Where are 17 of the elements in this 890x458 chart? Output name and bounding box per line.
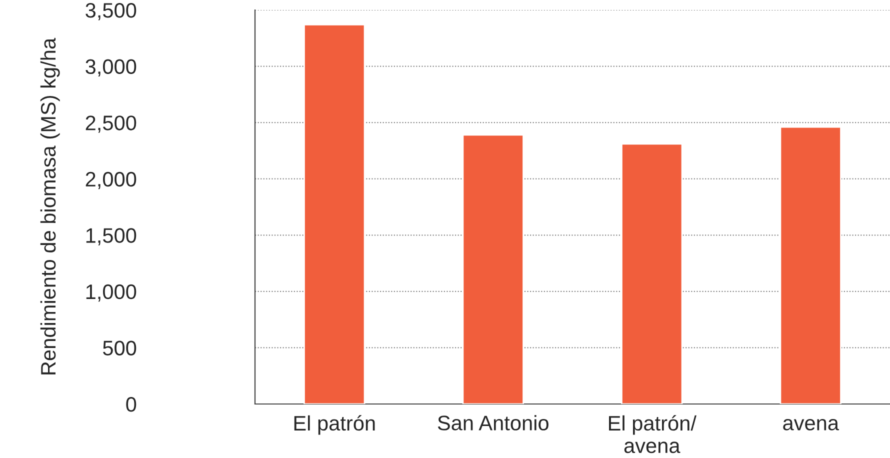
y-tick-label: 1,500: [86, 228, 136, 246]
y-tick-label: 500: [103, 340, 136, 356]
y-tick-label: 3,500: [86, 3, 136, 20]
bar: [462, 134, 524, 404]
x-tick-label: El patrón/ avena: [609, 415, 696, 454]
bar: [304, 24, 366, 404]
y-tick-label: 3,000: [86, 59, 136, 76]
bar: [780, 126, 842, 404]
y-tick-label: 1,000: [86, 284, 136, 302]
x-tick-label: San Antonio: [438, 415, 548, 430]
x-tick-label: avena: [783, 419, 840, 430]
y-tick-label: 2,000: [86, 172, 136, 190]
y-tick-label: 0: [126, 397, 136, 412]
x-tick-label: El patrón: [294, 415, 375, 435]
y-axis-title: Rendimiento de biomasa (MS) kg/ha: [40, 38, 60, 374]
bar: [621, 143, 683, 404]
y-tick-label: 2,500: [86, 116, 136, 133]
